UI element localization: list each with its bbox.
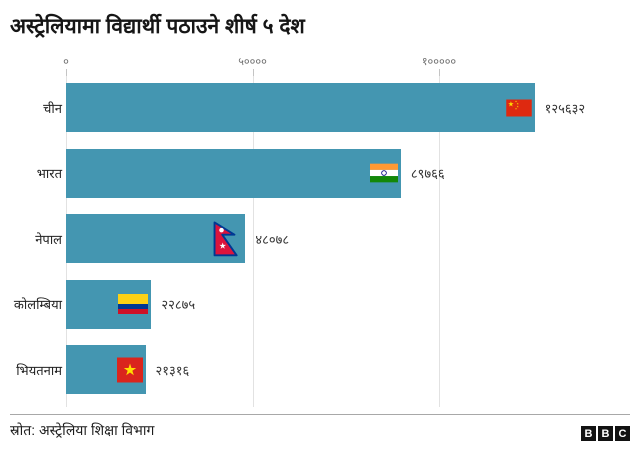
bbc-logo-letter-b1: B — [581, 426, 596, 441]
axis-tick-50000 — [252, 69, 254, 76]
flag-nepal-icon — [213, 220, 242, 257]
category-label-china: चीन — [43, 100, 62, 116]
footer-divider — [10, 414, 630, 415]
gridline-100000 — [439, 76, 440, 407]
category-label-nepal: नेपाल — [35, 231, 62, 247]
value-label-colombia: २२८७५ — [161, 297, 196, 312]
bbc-logo: B B C — [581, 426, 630, 441]
bbc-logo-letter-c: C — [615, 426, 630, 441]
bbc-logo-letter-b2: B — [598, 426, 613, 441]
source-text: स्रोत: अस्ट्रेलिया शिक्षा विभाग — [10, 422, 155, 438]
value-label-china: १२५६३२ — [544, 100, 586, 116]
gridline-50000 — [252, 76, 254, 407]
axis-tick-label-0: ० — [63, 56, 69, 68]
flag-vietnam-icon — [116, 357, 143, 382]
category-label-colombia: कोलम्बिया — [13, 297, 62, 312]
value-label-nepal: ४८०७८ — [255, 231, 290, 247]
flag-china-icon — [505, 99, 532, 116]
value-label-vietnam: २१३१६ — [155, 362, 190, 378]
axis-tick-label-50000: ५०००० — [238, 56, 267, 68]
axis-tick-label-100000: १००००० — [421, 56, 457, 68]
value-label-india: ८९७६६ — [410, 166, 445, 181]
category-label-india: भारत — [36, 166, 62, 181]
bar-india — [66, 148, 401, 198]
bar-china — [66, 83, 535, 132]
chart-title: अस्ट्रेलियामा विद्यार्थी पठाउने शीर्ष ५ … — [10, 15, 305, 38]
category-label-vietnam: भियतनाम — [16, 362, 62, 378]
axis-tick-100000 — [439, 69, 440, 76]
axis-tick-0 — [66, 69, 67, 76]
flag-india-icon — [369, 163, 398, 183]
flag-colombia-icon — [118, 294, 149, 315]
